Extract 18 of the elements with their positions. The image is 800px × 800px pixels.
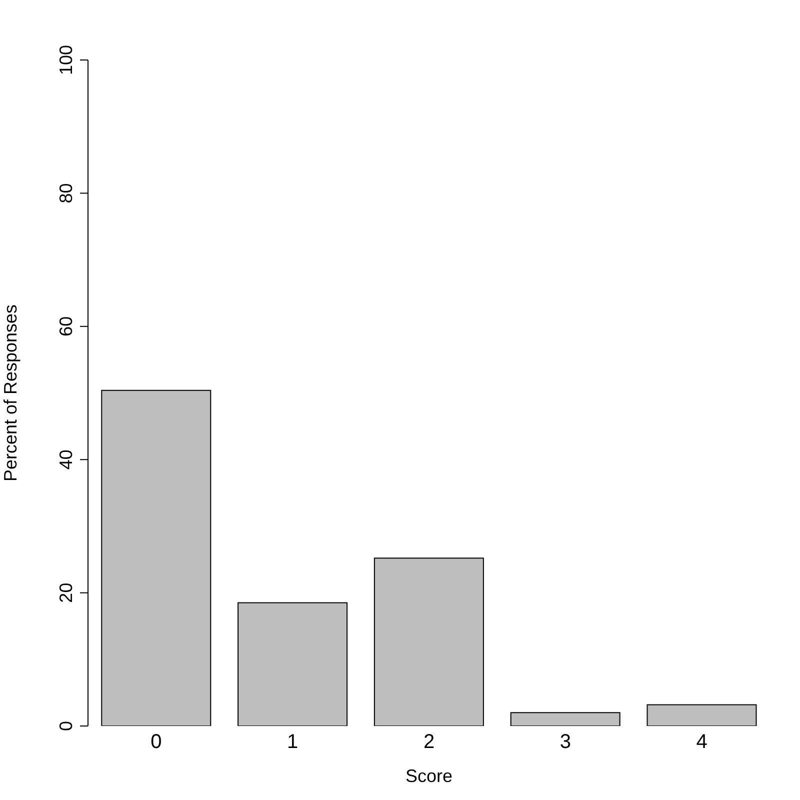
bar — [510, 712, 620, 726]
y-tick-label: 80 — [56, 183, 76, 204]
y-tick-label: 40 — [56, 450, 76, 470]
x-axis-title: Score — [405, 766, 453, 786]
x-tick-label: 3 — [560, 731, 571, 754]
x-tick-label: 2 — [423, 731, 435, 754]
y-tick-label: 0 — [56, 720, 76, 732]
x-tick-label: 0 — [150, 731, 162, 754]
x-tick-label: 4 — [696, 731, 708, 754]
bar — [646, 704, 757, 726]
x-tick-label: 1 — [287, 731, 298, 754]
y-axis-title: Percent of Responses — [0, 304, 20, 482]
bar — [101, 390, 212, 726]
y-tick-label: 20 — [56, 582, 76, 603]
y-tick-label: 60 — [56, 316, 76, 336]
y-tick-label: 100 — [56, 44, 76, 76]
bar — [238, 602, 348, 726]
bar — [374, 558, 484, 726]
